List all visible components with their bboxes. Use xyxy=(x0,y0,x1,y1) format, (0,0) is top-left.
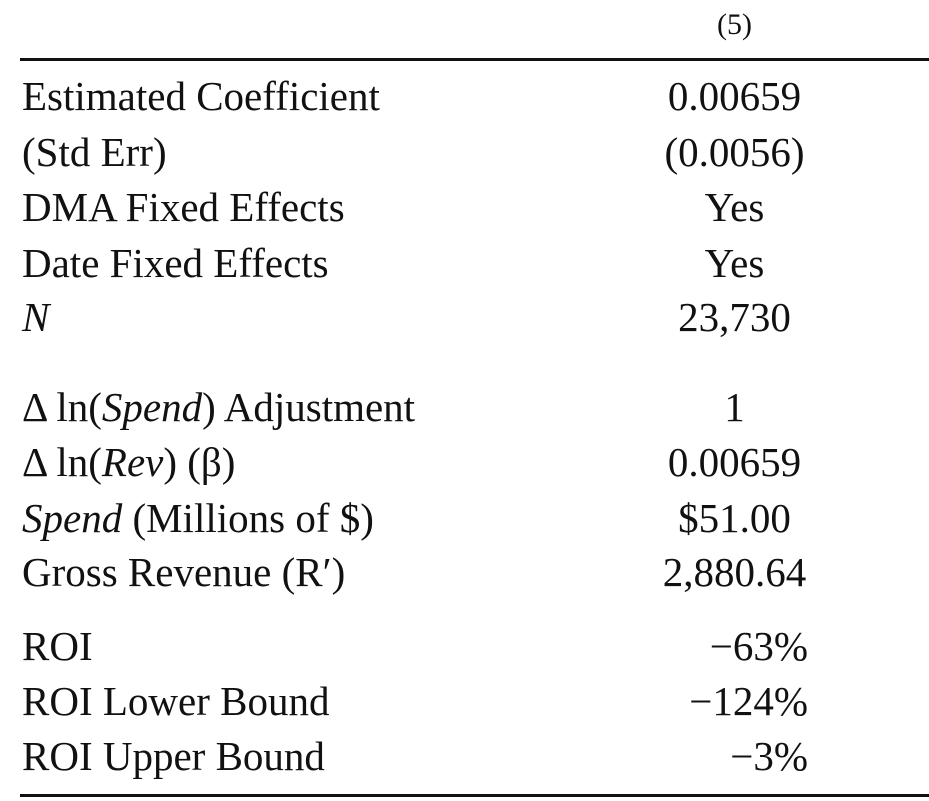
top-rule xyxy=(20,58,929,61)
table-row-date-fixed-effects: Date Fixed Effects Yes xyxy=(22,237,929,289)
row-label: ROI Lower Bound xyxy=(22,678,330,724)
row-label: Δ ln(Spend) Adjustment xyxy=(22,384,416,430)
row-label: Date Fixed Effects xyxy=(22,240,329,286)
row-label: DMA Fixed Effects xyxy=(22,184,345,230)
table-row-estimated-coefficient: Estimated Coefficient 0.00659 xyxy=(22,70,929,122)
row-label: N xyxy=(22,294,50,340)
row-value: −124% xyxy=(689,678,808,724)
row-label: Spend (Millions of $) xyxy=(22,495,374,541)
table-row-roi-upper-bound: ROI Upper Bound −3% xyxy=(22,730,929,782)
row-value: 0.00659 xyxy=(667,439,802,485)
table-row-n: N 23,730 xyxy=(22,291,929,343)
row-label: ROI Upper Bound xyxy=(22,733,325,779)
row-value: −3% xyxy=(730,733,808,779)
row-label: ROI xyxy=(22,623,93,669)
row-label: (Std Err) xyxy=(22,129,167,175)
table-row-spend-adjustment: Δ ln(Spend) Adjustment 1 xyxy=(22,381,929,433)
row-value: (0.0056) xyxy=(664,129,805,175)
row-label: Gross Revenue (R′) xyxy=(22,549,346,595)
row-value: Yes xyxy=(704,184,765,230)
bottom-rule xyxy=(20,794,929,797)
row-value: 23,730 xyxy=(678,294,791,340)
table-row-spend-millions: Spend (Millions of $) $51.00 xyxy=(22,492,929,544)
row-value: 0.00659 xyxy=(667,73,802,119)
row-label: Estimated Coefficient xyxy=(22,73,380,119)
row-label: Δ ln(Rev) (β) xyxy=(22,439,236,485)
table-row-roi: ROI −63% xyxy=(22,620,929,672)
row-value: −63% xyxy=(709,623,808,669)
row-value: 1 xyxy=(724,384,745,430)
row-value: $51.00 xyxy=(678,495,791,541)
table-row-std-err: (Std Err) (0.0056) xyxy=(22,126,929,178)
row-value: 2,880.64 xyxy=(662,549,807,595)
table-row-rev-beta: Δ ln(Rev) (β) 0.00659 xyxy=(22,436,929,488)
column-header: (5) xyxy=(717,8,752,41)
table-row-roi-lower-bound: ROI Lower Bound −124% xyxy=(22,675,929,727)
row-value: Yes xyxy=(704,240,765,286)
table-row-gross-revenue: Gross Revenue (R′) 2,880.64 xyxy=(22,546,929,598)
table-row-dma-fixed-effects: DMA Fixed Effects Yes xyxy=(22,181,929,233)
